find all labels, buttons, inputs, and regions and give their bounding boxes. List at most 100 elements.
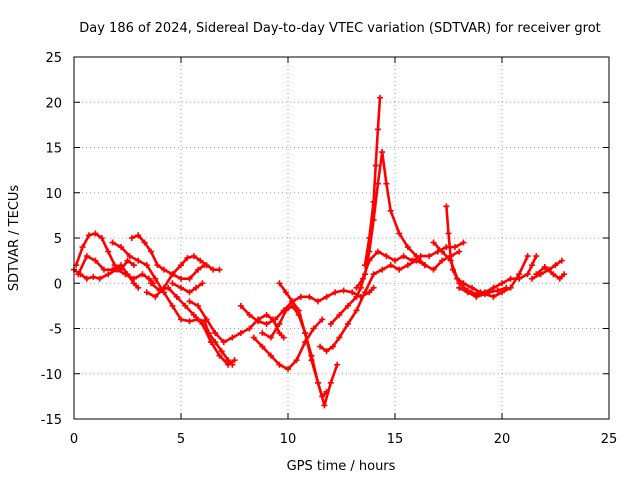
data-point [220, 339, 227, 346]
data-point [417, 253, 424, 260]
data-point [199, 320, 206, 327]
data-point [212, 330, 219, 337]
data-point [216, 352, 223, 359]
data-point [528, 275, 535, 282]
y-tick-label: 20 [45, 96, 62, 111]
data-point [203, 262, 210, 269]
data-point [308, 352, 315, 359]
data-point [90, 273, 97, 280]
data-point [276, 330, 283, 337]
data-point [197, 257, 204, 264]
data-point [272, 316, 279, 323]
data-point [109, 266, 116, 273]
data-point [182, 302, 189, 309]
data-point [237, 302, 244, 309]
y-tick-label: -10 [41, 368, 62, 383]
data-point [370, 284, 377, 291]
series-sat-n-points [317, 248, 463, 355]
data-point [533, 253, 540, 260]
data-point [456, 248, 463, 255]
x-axis-title: GPS time / hours [287, 459, 396, 474]
data-point [409, 257, 416, 264]
data-point [141, 239, 148, 246]
data-point [353, 284, 360, 291]
data-point [203, 316, 210, 323]
data-point [430, 266, 437, 273]
data-point [481, 291, 488, 298]
data-point [443, 203, 450, 210]
data-point [124, 271, 131, 278]
data-point [105, 248, 112, 255]
data-point [349, 289, 356, 296]
data-point [445, 230, 452, 237]
series-sat-h-points [169, 280, 206, 296]
series-sat-t-points [456, 253, 531, 300]
data-point [295, 307, 302, 314]
series-sat-m-points [276, 280, 341, 409]
data-point [124, 257, 131, 264]
data-point [451, 244, 458, 251]
data-point [314, 379, 321, 386]
data-point [190, 311, 197, 318]
series-sat-j-points [237, 284, 377, 327]
series-sat-m [278, 281, 339, 407]
data-point [353, 293, 360, 300]
data-point [231, 357, 238, 364]
data-point [276, 361, 283, 368]
data-point [83, 275, 90, 282]
data-point [464, 289, 471, 296]
x-tick-label: 20 [494, 432, 511, 447]
series-sat-b-points [73, 230, 137, 273]
data-point [178, 275, 184, 282]
data-point [96, 275, 103, 282]
data-point [216, 266, 223, 273]
x-tick-label: 10 [280, 432, 297, 447]
data-point [552, 262, 559, 269]
data-point [370, 271, 377, 278]
data-point [148, 248, 155, 255]
data-point [340, 287, 347, 294]
data-point [329, 343, 336, 350]
data-point [143, 262, 150, 269]
series-sat-b [74, 232, 136, 272]
data-point [344, 302, 351, 309]
data-point [75, 271, 82, 278]
data-point [276, 320, 283, 327]
data-point [135, 257, 142, 264]
data-point [186, 298, 193, 305]
series-sat-p [363, 96, 382, 267]
data-point [282, 289, 289, 296]
data-point [541, 263, 548, 270]
data-point [276, 280, 283, 287]
data-point [297, 293, 304, 300]
data-point [199, 280, 206, 287]
data-point [561, 271, 568, 278]
data-point [439, 257, 446, 264]
data-point [336, 334, 343, 341]
data-point [494, 287, 501, 294]
data-point [126, 253, 133, 260]
data-point [259, 343, 266, 350]
data-point [507, 275, 514, 282]
data-point [135, 232, 142, 239]
x-tick-label: 5 [177, 432, 185, 447]
data-point [263, 311, 270, 318]
series-sat-v-points [533, 263, 568, 282]
data-point [184, 254, 191, 261]
data-point [533, 271, 540, 278]
data-point [192, 284, 199, 291]
y-tick-label: 25 [45, 51, 62, 66]
grid [74, 57, 609, 419]
data-point [490, 284, 497, 291]
series-sat-q-points [353, 239, 467, 291]
data-point [456, 284, 463, 291]
series-sat-a [72, 268, 155, 285]
data-point [370, 198, 377, 205]
data-point [528, 262, 535, 269]
data-point [250, 334, 257, 341]
data-point [83, 253, 90, 260]
data-point [460, 239, 467, 246]
data-point [186, 275, 193, 282]
data-point [237, 330, 244, 337]
chart-title: Day 186 of 2024, Sidereal Day-to-day VTE… [79, 21, 601, 36]
